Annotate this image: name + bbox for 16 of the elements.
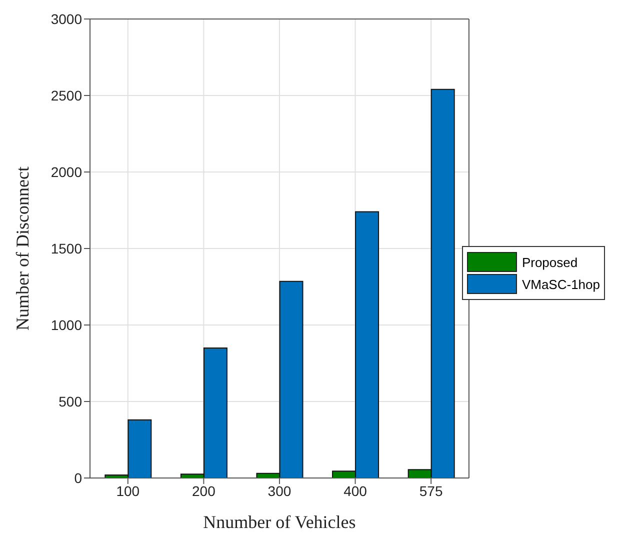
y-axis-title: Number of Disconnect xyxy=(12,166,32,330)
y-tick-label: 1500 xyxy=(50,240,82,256)
y-tick-label: 2500 xyxy=(50,87,82,104)
x-tick-label: 100 xyxy=(116,482,140,499)
y-tick-label: 2000 xyxy=(50,164,82,180)
y-tick-label: 3000 xyxy=(50,10,82,27)
x-axis-title: Nnumber of Vehicles xyxy=(203,512,356,532)
x-tick-label: 200 xyxy=(192,482,216,499)
y-tick-label: 500 xyxy=(58,393,82,410)
y-tick-label: 1000 xyxy=(50,316,82,333)
x-tick-label: 400 xyxy=(344,482,368,499)
legend-label: Proposed xyxy=(522,254,578,270)
x-tick-label: 575 xyxy=(419,482,443,499)
x-tick-label: 300 xyxy=(268,482,292,499)
y-tick-label: 0 xyxy=(74,470,82,486)
legend-label: VMaSC-1hop xyxy=(522,276,600,292)
